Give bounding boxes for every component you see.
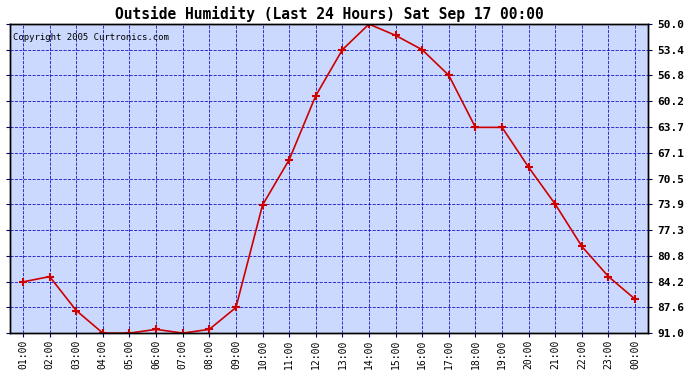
Title: Outside Humidity (Last 24 Hours) Sat Sep 17 00:00: Outside Humidity (Last 24 Hours) Sat Sep… bbox=[115, 6, 544, 21]
Text: Copyright 2005 Curtronics.com: Copyright 2005 Curtronics.com bbox=[13, 33, 169, 42]
